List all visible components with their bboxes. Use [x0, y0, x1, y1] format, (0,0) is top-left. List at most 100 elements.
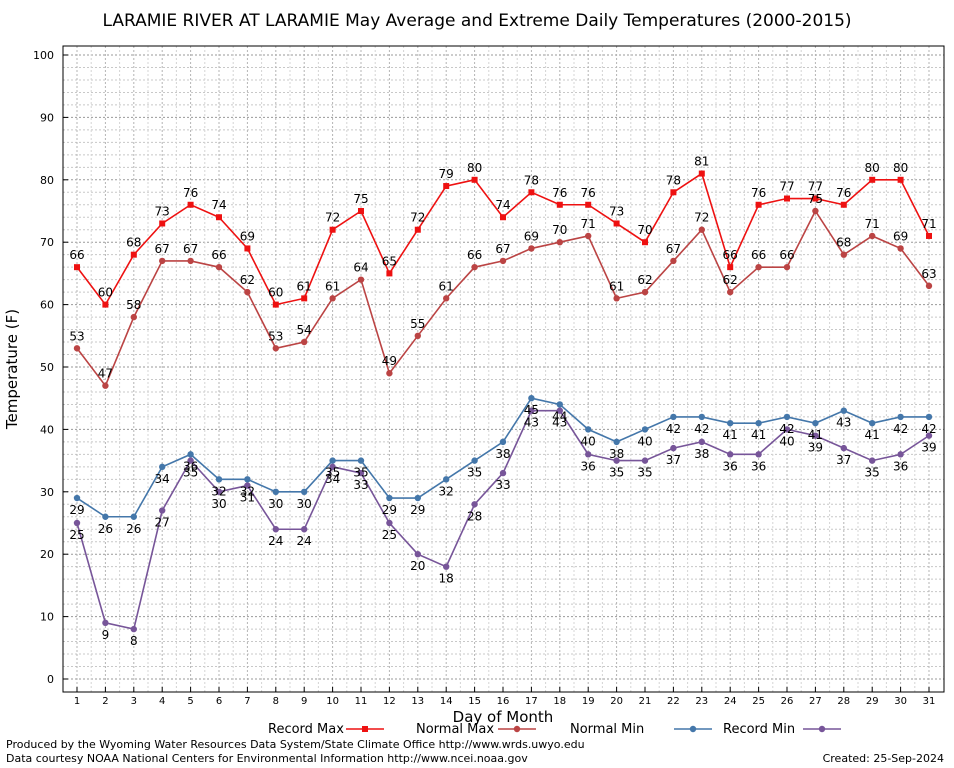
- grid: [63, 46, 944, 692]
- normal-max-data-label: 63: [921, 267, 936, 281]
- record-min-point: [528, 407, 535, 414]
- record-max-data-label: 68: [126, 236, 141, 250]
- normal-min-data-label: 35: [325, 466, 340, 480]
- normal-max-data-label: 54: [297, 323, 312, 337]
- y-tick-label: 40: [40, 423, 54, 436]
- record-min-data-label: 36: [581, 459, 596, 473]
- record-max-point: [642, 239, 648, 246]
- legend-marker-normal-min: [689, 725, 697, 733]
- record-max-point: [187, 201, 194, 208]
- record-max-point: [216, 214, 222, 221]
- record-max-data-label: 73: [609, 204, 624, 218]
- normal-max-point: [130, 313, 137, 321]
- record-max-data-label: 77: [808, 180, 823, 194]
- record-max-data-label: 71: [921, 217, 936, 231]
- normal-max-data-label: 72: [694, 211, 709, 225]
- record-min-point: [443, 563, 450, 570]
- normal-max-data-label: 55: [410, 317, 425, 331]
- record-min-data-label: 28: [467, 509, 482, 523]
- normal-min-point: [727, 419, 734, 427]
- normal-min-point: [443, 476, 450, 483]
- record-min-data-label: 9: [102, 628, 110, 642]
- legend-label-record-min: Record Min: [723, 722, 795, 737]
- record-min-point: [869, 457, 876, 464]
- normal-max-point: [698, 226, 705, 233]
- record-max-point: [500, 214, 506, 221]
- x-tick-label: 5: [187, 696, 193, 707]
- x-tick-label: 16: [497, 696, 510, 707]
- normal-min-data-label: 41: [808, 428, 823, 442]
- normal-min-point: [840, 407, 847, 414]
- record-min-point: [812, 432, 819, 439]
- record-min-data-label: 43: [524, 416, 539, 430]
- normal-min-data-label: 30: [268, 497, 283, 511]
- record-max-point: [897, 176, 904, 183]
- normal-min-point: [925, 413, 933, 421]
- normal-min-point: [897, 413, 904, 421]
- x-tick-label: 7: [244, 696, 250, 707]
- normal-min-point: [471, 457, 478, 464]
- normal-max-point: [727, 288, 734, 296]
- normal-min-data-label: 45: [524, 403, 539, 417]
- normal-min-point: [357, 457, 365, 464]
- normal-max-point: [528, 245, 535, 252]
- normal-min-data-label: 38: [495, 447, 510, 461]
- x-tick-label: 31: [923, 696, 936, 707]
- y-tick-label: 10: [40, 611, 54, 624]
- normal-min-point: [613, 438, 620, 446]
- normal-min-point: [755, 419, 762, 427]
- normal-max-data-label: 53: [69, 329, 84, 343]
- x-tick-label: 10: [326, 696, 339, 707]
- record-max-data-label: 70: [637, 223, 652, 237]
- y-tick-label: 70: [40, 236, 54, 249]
- y-tick-label: 30: [40, 486, 54, 499]
- record-max-point: [755, 201, 762, 208]
- record-min-data-label: 35: [609, 466, 624, 480]
- record-min-data-label: 36: [723, 459, 738, 473]
- record-min-point: [159, 507, 166, 514]
- legend-label-normal-min: Normal Min: [570, 722, 644, 737]
- x-tick-label: 8: [273, 696, 279, 707]
- record-min-data-label: 37: [836, 453, 851, 467]
- normal-max-point: [641, 288, 649, 296]
- record-max-point: [159, 220, 166, 227]
- normal-max-data-label: 67: [183, 242, 198, 256]
- y-tick-label: 0: [47, 673, 54, 686]
- normal-min-point: [159, 463, 166, 471]
- record-min-data-label: 35: [865, 466, 880, 480]
- legend-marker-record-min: [818, 725, 826, 733]
- x-tick-label: 30: [894, 696, 907, 707]
- record-max-point: [386, 270, 393, 277]
- record-min-data-label: 36: [751, 459, 766, 473]
- normal-min-data-label: 42: [779, 422, 794, 436]
- y-tick-label: 90: [40, 111, 54, 124]
- footer-created-date: Created: 25-Sep-2024: [822, 752, 944, 765]
- record-min-data-label: 43: [552, 416, 567, 430]
- record-max-data-label: 60: [268, 286, 283, 300]
- record-min-data-label: 40: [779, 434, 794, 448]
- record-max-point: [556, 201, 563, 208]
- normal-max-data-label: 66: [211, 248, 226, 262]
- normal-max-data-label: 53: [268, 329, 283, 343]
- record-min-data-label: 25: [69, 528, 84, 542]
- x-tick-label: 14: [440, 696, 453, 707]
- normal-max-point: [925, 282, 933, 290]
- record-min-point: [73, 519, 81, 527]
- normal-max-point: [499, 257, 507, 265]
- record-min-point: [215, 488, 223, 495]
- record-min-point: [102, 619, 109, 627]
- normal-max-data-label: 66: [779, 248, 794, 262]
- record-min-data-label: 38: [694, 447, 709, 461]
- record-max-data-label: 76: [836, 186, 851, 200]
- record-min-point: [613, 457, 620, 464]
- normal-min-data-label: 30: [297, 497, 312, 511]
- record-max-data-label: 80: [865, 161, 880, 175]
- x-tick-label: 2: [102, 696, 108, 707]
- normal-max-point: [443, 295, 450, 302]
- record-max-point: [102, 301, 109, 308]
- record-max-point: [244, 245, 251, 252]
- normal-min-data-label: 42: [921, 422, 936, 436]
- record-max-point: [670, 189, 677, 196]
- normal-min-data-label: 44: [552, 409, 567, 423]
- normal-min-data-label: 29: [410, 503, 425, 517]
